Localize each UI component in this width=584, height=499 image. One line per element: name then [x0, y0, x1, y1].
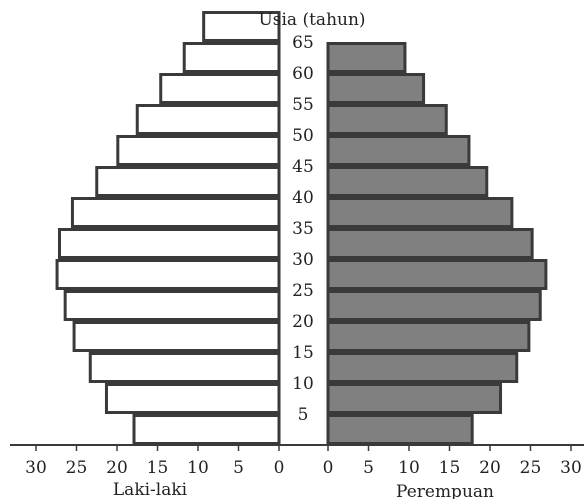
age-label: 35	[292, 219, 314, 239]
age-label: 10	[292, 374, 314, 394]
male-axis-ticks: 30 25 20 15 10 5 0	[25, 445, 284, 478]
male-bar	[95, 166, 281, 197]
female-bar	[326, 321, 531, 352]
female-bar	[326, 73, 426, 104]
male-bar	[72, 321, 281, 352]
female-tick-label: 25	[520, 458, 542, 478]
male-bar	[159, 73, 281, 104]
female-bar	[326, 383, 503, 414]
female-tick-label: 10	[398, 458, 420, 478]
age-labels: 5 10 15 20 25 30 35 40 45 50 55 60 65	[292, 33, 314, 425]
age-label: 30	[292, 250, 314, 270]
female-bar	[326, 42, 407, 73]
age-label: 40	[292, 188, 314, 208]
male-tick-label: 20	[106, 458, 128, 478]
male-tick-label: 25	[66, 458, 88, 478]
female-tick-label: 20	[479, 458, 501, 478]
age-label: 50	[292, 126, 314, 146]
age-label: 65	[292, 33, 314, 53]
female-bar	[326, 197, 514, 228]
age-label: 15	[292, 343, 314, 363]
age-label: 5	[298, 405, 309, 425]
female-bar	[326, 259, 548, 290]
female-bar	[326, 166, 489, 197]
male-bar	[135, 104, 281, 135]
age-label: 60	[292, 64, 314, 84]
female-bar	[326, 414, 474, 445]
female-bar	[326, 104, 448, 135]
male-bar	[57, 228, 281, 259]
female-bar	[326, 135, 471, 166]
male-axis-label: Laki-laki	[113, 480, 188, 499]
female-tick-label: 0	[323, 458, 334, 478]
male-bar	[70, 197, 281, 228]
female-axis-ticks: 0 5 10 15 20 25 30	[323, 445, 582, 478]
female-bar	[326, 228, 534, 259]
male-tick-label: 15	[147, 458, 169, 478]
female-tick-label: 30	[560, 458, 582, 478]
male-bar	[88, 352, 281, 383]
female-tick-label: 5	[363, 458, 374, 478]
male-tick-label: 5	[233, 458, 244, 478]
male-tick-label: 10	[187, 458, 209, 478]
age-label: 20	[292, 312, 314, 332]
male-bar	[182, 42, 281, 73]
male-bar	[132, 414, 281, 445]
male-tick-label: 0	[274, 458, 285, 478]
age-label: 55	[292, 95, 314, 115]
male-bar	[104, 383, 281, 414]
chart-title: Usia (tahun)	[258, 10, 365, 30]
male-bar	[63, 290, 281, 321]
female-bar	[326, 290, 542, 321]
male-tick-label: 30	[25, 458, 47, 478]
male-bar	[202, 11, 281, 42]
male-bar	[55, 259, 281, 290]
female-bars	[326, 42, 548, 445]
female-axis-label: Perempuan	[396, 482, 494, 499]
female-bar	[326, 352, 519, 383]
age-label: 45	[292, 157, 314, 177]
age-label: 25	[292, 281, 314, 301]
female-tick-label: 15	[439, 458, 461, 478]
male-bar	[116, 135, 281, 166]
male-bars	[55, 11, 281, 445]
